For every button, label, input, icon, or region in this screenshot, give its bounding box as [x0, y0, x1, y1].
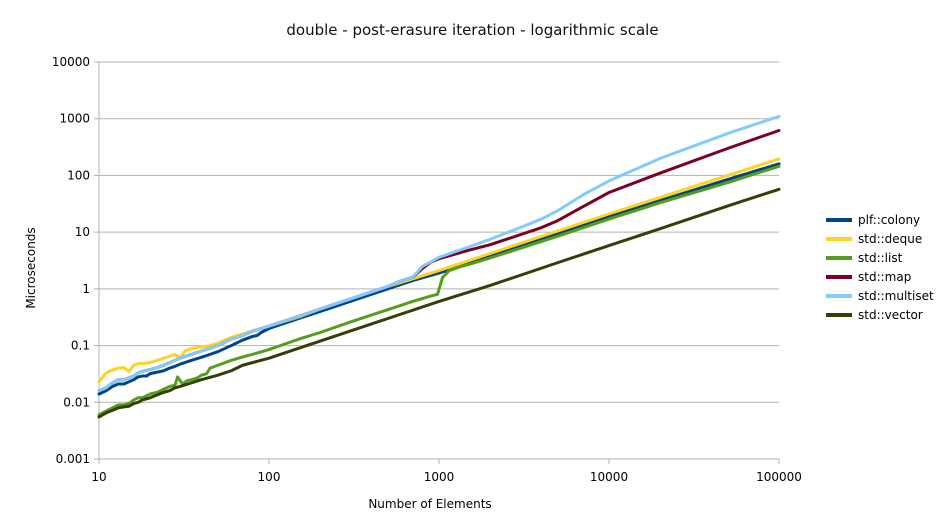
x-tick-label-3: 10000 [590, 470, 628, 484]
y-tick-label-6: 1000 [59, 112, 90, 126]
legend-item-1: std::deque [826, 229, 934, 248]
y-tick-label-1: 0.01 [63, 395, 90, 409]
series-line-0 [97, 162, 781, 396]
legend-item-0: plf::colony [826, 210, 934, 229]
legend-item-2: std::list [826, 248, 934, 267]
legend-label-5: std::vector [858, 307, 923, 322]
y-tick-label-4: 10 [75, 225, 90, 239]
series-line-5 [97, 187, 781, 419]
legend-label-0: plf::colony [858, 212, 921, 227]
y-tick-label-7: 10000 [52, 55, 90, 69]
legend-swatch-2 [826, 255, 852, 260]
legend-swatch-4 [826, 293, 852, 298]
y-tick-label-5: 100 [67, 168, 90, 182]
x-axis-ticks: 10 100 1000 10000 100000 [91, 459, 802, 484]
y-axis-label: Microseconds [24, 227, 38, 309]
y-tick-label-3: 1 [82, 282, 90, 296]
x-tick-label-1: 100 [258, 470, 281, 484]
chart-title: double - post-erasure iteration - logari… [286, 21, 659, 39]
x-tick-label-0: 10 [91, 470, 106, 484]
series-lines [97, 114, 781, 419]
series-line-1 [97, 157, 781, 384]
legend-item-5: std::vector [826, 305, 934, 324]
legend-item-4: std::multiset [826, 286, 934, 305]
legend-swatch-0 [826, 217, 852, 222]
y-tick-label-2: 0.1 [71, 339, 90, 353]
legend-label-4: std::multiset [858, 288, 934, 303]
legend-label-2: std::list [858, 250, 903, 265]
legend-label-3: std::map [858, 269, 912, 284]
y-axis-ticks: 0.001 0.01 0.1 1 10 100 1000 10000 [52, 55, 99, 466]
legend-item-3: std::map [826, 267, 934, 286]
legend-label-1: std::deque [858, 231, 923, 246]
series-line-2 [97, 164, 781, 417]
x-axis-label: Number of Elements [368, 497, 492, 511]
grid-lines [99, 61, 779, 460]
axes [98, 62, 779, 460]
series-line-4 [97, 114, 781, 393]
legend-swatch-3 [826, 274, 852, 279]
legend-swatch-5 [826, 312, 852, 317]
x-tick-label-4: 100000 [756, 470, 802, 484]
legend-swatch-1 [826, 236, 852, 241]
x-tick-label-2: 1000 [424, 470, 455, 484]
y-tick-label-0: 0.001 [56, 452, 90, 466]
